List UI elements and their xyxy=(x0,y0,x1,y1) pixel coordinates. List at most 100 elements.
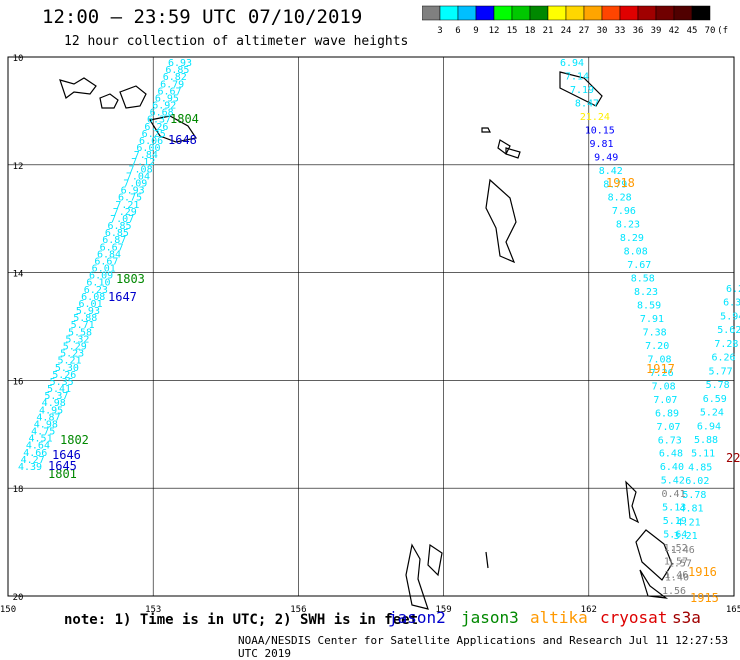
coastline xyxy=(481,127,491,133)
coastline xyxy=(119,85,147,109)
wave-height-value: 7.07 xyxy=(110,214,134,225)
wave-height-value: 5.37 xyxy=(44,391,68,402)
wave-height-value: 4.85 xyxy=(688,462,712,473)
wave-height-value: 8.58 xyxy=(631,274,655,285)
wave-height-value: 8.47 xyxy=(575,98,599,109)
wave-height-value: 8.79 xyxy=(603,179,627,190)
coastline xyxy=(427,543,443,577)
coastline xyxy=(485,178,517,264)
wave-height-value: 5.21 xyxy=(57,356,81,367)
coastline xyxy=(635,529,673,581)
wave-height-value: 9.49 xyxy=(594,152,618,163)
legend-label: 18 xyxy=(525,26,536,35)
pass-time-label: 1801 xyxy=(48,467,77,481)
pass-time-label: 1915 xyxy=(690,591,719,605)
wave-height-value: 6.84 xyxy=(97,249,121,260)
wave-height-value: 7.91 xyxy=(640,314,664,325)
wave-height-value: 5.71 xyxy=(71,320,95,331)
wave-height-value: 6.92 xyxy=(152,101,176,112)
wave-height-value: 6.26 xyxy=(711,353,735,364)
wave-height-value: 4.27 xyxy=(21,455,45,466)
coastline xyxy=(485,551,489,569)
satellite-jason2: jason2 xyxy=(388,608,446,627)
wave-height-value: 5.64 xyxy=(663,530,687,541)
wave-height-value: 4.81 xyxy=(679,504,703,515)
wave-height-value: 1.40 xyxy=(665,572,689,583)
latitude-label: 12 xyxy=(13,162,24,172)
wave-height-value: 6.06 xyxy=(139,136,163,147)
pass-time-label: 1802 xyxy=(60,433,89,447)
wave-height-value: 6.89 xyxy=(655,408,679,419)
legend-label: 42 xyxy=(669,26,680,35)
wave-height-value: 4.75 xyxy=(31,427,55,438)
wave-height-value: 1.46 xyxy=(671,545,695,556)
wave-height-value: 8.23 xyxy=(616,220,640,231)
page-subtitle: 12 hour collection of altimeter wave hei… xyxy=(64,34,409,49)
latitude-label: 16 xyxy=(13,377,24,387)
wave-height-value: 5.26 xyxy=(52,370,76,381)
wave-height-value: 0.41 xyxy=(662,489,686,500)
coastline xyxy=(59,77,97,99)
legend-label: 39 xyxy=(651,26,662,35)
wave-height-value: 7.08 xyxy=(129,164,153,175)
wave-height-value: 1.46 xyxy=(664,570,688,581)
pass-time-label: 1646 xyxy=(52,448,81,462)
wave-height-value: 4.64 xyxy=(26,441,50,452)
wave-height-value: 10.15 xyxy=(585,125,615,136)
legend-label: 3 xyxy=(437,26,442,35)
latitude-label: 20 xyxy=(13,593,24,603)
satellite-cryosat: cryosat xyxy=(600,608,668,627)
wave-height-value: 6.02 xyxy=(685,476,709,487)
footer-note: note: 1) Time is in UTC; 2) SWH is in fe… xyxy=(64,612,419,628)
legend-swatch xyxy=(691,5,711,21)
wave-height-value: 6.59 xyxy=(703,394,727,405)
wave-height-value: 5.24 xyxy=(700,408,724,419)
wave-height-value: 21.24 xyxy=(580,112,610,123)
pass-time-label: 1804 xyxy=(170,112,199,126)
longitude-label: 150 xyxy=(0,605,16,615)
wave-height-value: 6.94 xyxy=(697,421,721,432)
wave-height-value: 7.12 xyxy=(131,157,155,168)
satellite-jason3: jason3 xyxy=(461,608,519,627)
wave-height-value: 6.93 xyxy=(121,186,145,197)
wave-height-value: 5.94 xyxy=(720,311,740,322)
pass-time-label: 22 xyxy=(726,451,740,465)
legend-label: 9 xyxy=(473,26,478,35)
wave-height-value: 6.23 xyxy=(726,284,740,295)
wave-height-value: 7.19 xyxy=(570,85,594,96)
wave-height-value: 7.26 xyxy=(650,368,674,379)
wave-height-value: 1.57 xyxy=(668,559,692,570)
wave-height-value: 3.21 xyxy=(674,531,698,542)
coastline xyxy=(497,139,511,155)
wave-height-value: 6.26 xyxy=(144,122,168,133)
wave-height-value: 6.01 xyxy=(92,264,116,275)
legend-label: 30 xyxy=(597,26,608,35)
wave-height-value: 4.51 xyxy=(29,434,53,445)
wave-height-value: 7.09 xyxy=(123,178,147,189)
wave-height-value: 7.21 xyxy=(115,200,139,211)
wave-height-value: 5.93 xyxy=(76,306,100,317)
pass-time-label: 1803 xyxy=(116,272,145,286)
legend-label: 36 xyxy=(633,26,644,35)
wave-height-value: 7.04 xyxy=(126,171,150,182)
pass-time-label: 1916 xyxy=(688,565,717,579)
wave-height-value: 5.30 xyxy=(55,363,79,374)
wave-height-value: 5.77 xyxy=(709,366,733,377)
wave-height-value: 7.08 xyxy=(647,354,671,365)
wave-height-value: 4.66 xyxy=(23,448,47,459)
wave-height-value: 9.81 xyxy=(589,139,613,150)
legend-label: 21 xyxy=(543,26,554,35)
legend-label: 45 xyxy=(687,26,698,35)
wave-height-value: 6.25 xyxy=(142,129,166,140)
latitude-label: 18 xyxy=(13,485,24,495)
legend-label: 12 xyxy=(489,26,500,35)
wave-height-value: 6.67 xyxy=(157,86,181,97)
pass-time-label: 1917 xyxy=(646,362,675,376)
wave-height-value: 6.23 xyxy=(84,285,108,296)
wave-height-value: 5.32 xyxy=(65,334,89,345)
wave-height-value: 8.28 xyxy=(608,193,632,204)
credit-line: NOAA/NESDIS Center for Satellite Applica… xyxy=(238,634,729,660)
wave-height-value: 8.29 xyxy=(620,233,644,244)
